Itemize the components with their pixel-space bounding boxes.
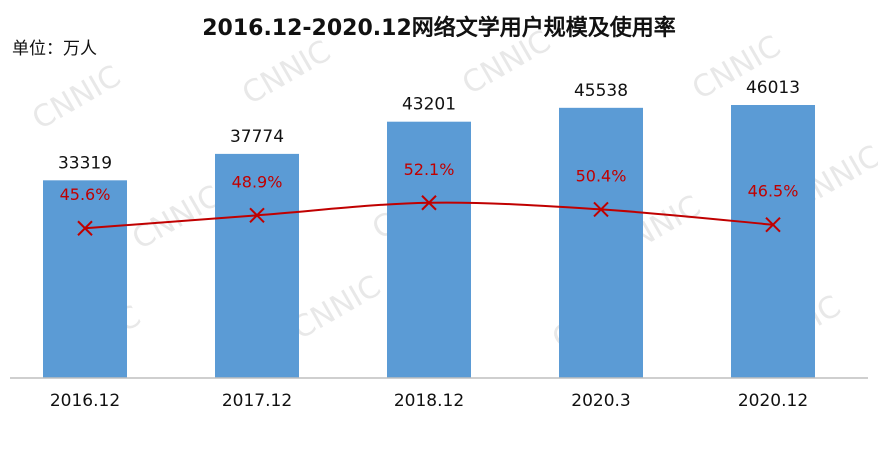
usage-rate-label: 46.5% — [748, 182, 799, 201]
usage-rate-label: 52.1% — [404, 160, 455, 179]
x-tick-label: 2017.12 — [222, 391, 292, 411]
bar-2016.12 — [43, 180, 127, 378]
bar-value-label: 46013 — [746, 78, 800, 98]
watermark-text: CNNIC — [27, 59, 127, 137]
usage-rate-marker — [421, 195, 437, 211]
x-tick-label: 2016.12 — [50, 391, 120, 411]
x-tick-label: 2018.12 — [394, 391, 464, 411]
bar-2018.12 — [387, 121, 471, 378]
watermark-text: CNNIC — [237, 34, 337, 112]
usage-rate-marker — [77, 220, 93, 236]
bar-value-label: 33319 — [58, 153, 112, 173]
usage-rate-label: 50.4% — [576, 166, 627, 185]
bar-2020.12 — [731, 105, 815, 378]
x-tick-label: 2020.3 — [571, 391, 630, 411]
usage-rate-marker — [593, 201, 609, 218]
usage-rate-marker — [249, 207, 265, 224]
bar-value-label: 37774 — [230, 127, 284, 147]
bar-2017.12 — [215, 153, 299, 378]
usage-rate-marker — [765, 217, 781, 233]
chart-title: 2016.12-2020.12网络文学用户规模及使用率 — [202, 16, 676, 41]
unit-label: 单位：万人 — [12, 39, 97, 59]
watermark-text: CNNIC — [457, 24, 557, 102]
x-tick-label: 2020.12 — [738, 391, 808, 411]
bar-value-label: 43201 — [402, 95, 456, 115]
usage-rate-label: 48.9% — [232, 172, 283, 191]
usage-rate-label: 45.6% — [60, 185, 111, 204]
bar-2020.3 — [559, 107, 643, 378]
watermark-text: CNNIC — [287, 269, 387, 347]
bar-value-label: 45538 — [574, 81, 628, 101]
